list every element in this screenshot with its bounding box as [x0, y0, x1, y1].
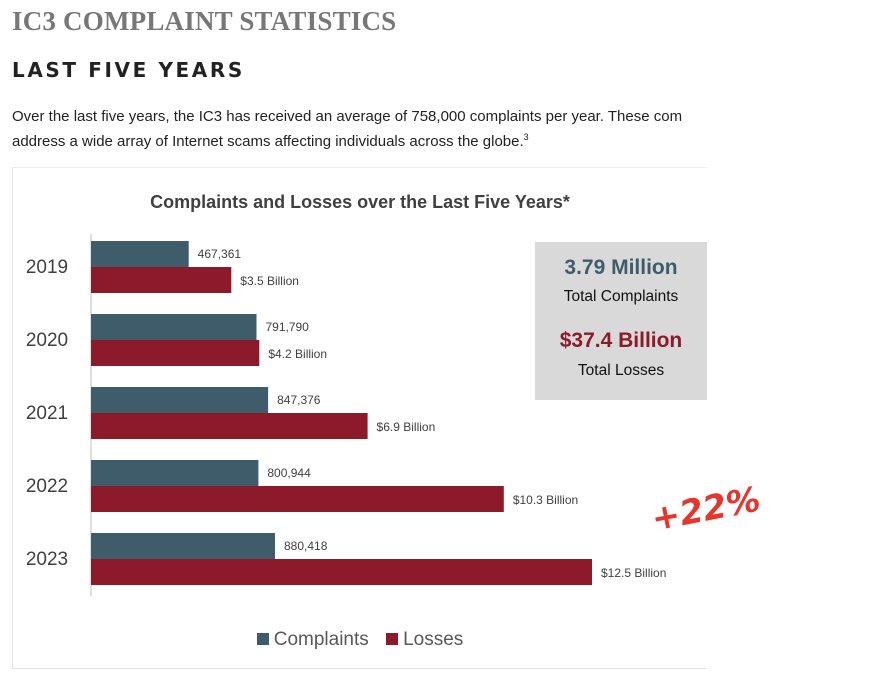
category-label-2021: 2021 [26, 403, 68, 424]
section-heading: LAST FIVE YEARS [12, 58, 245, 82]
chart-title: Complaints and Losses over the Last Five… [150, 192, 570, 212]
complaints-data-label-2020: 791,790 [265, 320, 309, 334]
complaints-data-label-2023: 880,418 [284, 539, 328, 553]
chart-legend: Complaints Losses [13, 629, 707, 651]
legend-entry-complaints: Complaints [256, 629, 369, 650]
complaints-bar-2021 [91, 387, 269, 413]
legend-label-losses: Losses [403, 629, 464, 650]
category-label-2020: 2020 [26, 330, 68, 351]
total-losses-label: Total Losses [577, 362, 665, 379]
intro-line-2: address a wide array of Internet scams a… [12, 127, 708, 150]
total-complaints-label: Total Complaints [563, 288, 679, 305]
category-label-2019: 2019 [26, 257, 68, 278]
complaints-bar-2022 [91, 460, 259, 486]
losses-data-label-2021: $6.9 Billion [377, 420, 436, 434]
chart-panel: Complaints and Losses over the Last Five… [12, 167, 707, 669]
losses-bar-2019 [91, 267, 232, 293]
intro-paragraph: Over the last five years, the IC3 has re… [12, 106, 708, 150]
complaints-bar-2019 [91, 241, 189, 267]
summary-box: 3.79 Million Total Complaints $37.4 Bill… [535, 242, 707, 400]
intro-line-1: Over the last five years, the IC3 has re… [12, 108, 683, 125]
losses-data-label-2019: $3.5 Billion [240, 274, 299, 288]
category-label-2023: 2023 [26, 549, 68, 570]
bar-chart: 2019 467,361 $3.5 Billion 2020 791,790 $4.2 B… [26, 234, 666, 596]
complaints-bar-2023 [91, 533, 275, 559]
losses-bar-2022 [91, 486, 504, 512]
complaints-data-label-2019: 467,361 [198, 247, 242, 261]
losses-bar-2020 [91, 340, 260, 366]
intro-line-2-text: address a wide array of Internet scams a… [12, 133, 524, 150]
page-title: IC3 COMPLAINT STATISTICS [12, 6, 397, 36]
legend-label-complaints: Complaints [273, 629, 369, 650]
losses-data-label-2023: $12.5 Billion [601, 566, 666, 580]
losses-data-label-2020: $4.2 Billion [268, 347, 327, 361]
legend-entry-losses: Losses [386, 629, 463, 650]
legend-swatch-complaints [256, 633, 269, 645]
complaints-data-label-2021: 847,376 [277, 393, 321, 407]
losses-bar-2023 [91, 559, 592, 585]
category-label-2022: 2022 [26, 476, 68, 497]
total-losses-value: $37.4 Billion [559, 329, 683, 352]
legend-swatch-losses [386, 633, 399, 645]
total-complaints-value: 3.79 Million [564, 256, 678, 279]
footnote-marker: 3 [523, 132, 529, 142]
complaints-data-label-2022: 800,944 [267, 466, 311, 480]
complaints-bar-2020 [91, 314, 257, 340]
losses-data-label-2022: $10.3 Billion [513, 493, 578, 507]
losses-bar-2021 [91, 413, 368, 439]
